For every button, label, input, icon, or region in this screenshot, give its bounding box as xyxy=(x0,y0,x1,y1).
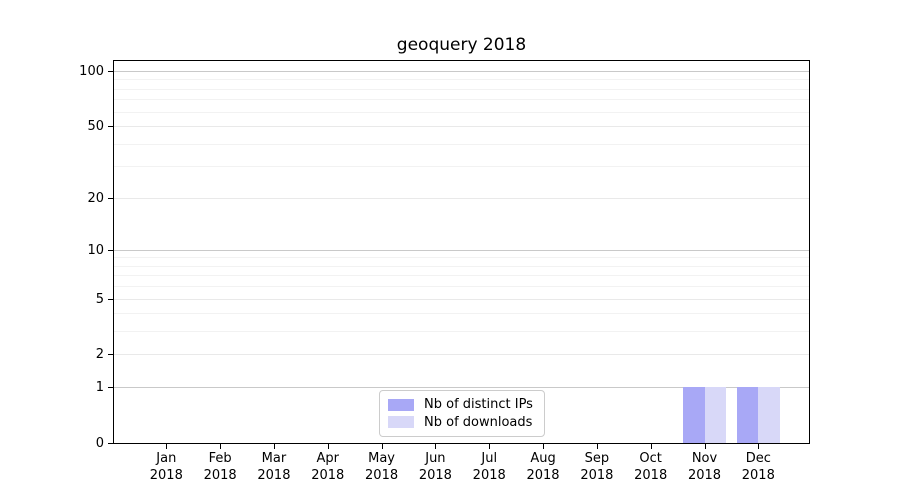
bar-dec-downloads xyxy=(758,387,780,443)
x-tick-label-jul: Jul 2018 xyxy=(472,451,506,483)
legend: Nb of distinct IPs Nb of downloads xyxy=(379,390,545,437)
legend-entry: Nb of distinct IPs xyxy=(388,396,536,413)
x-tick-label-apr: Apr 2018 xyxy=(311,451,345,483)
y-tick-mark xyxy=(108,197,113,199)
gridline-minor xyxy=(114,99,809,101)
x-tick-label-may: May 2018 xyxy=(365,451,399,483)
gridline-minor xyxy=(114,275,809,277)
x-tick-mark xyxy=(435,444,437,449)
x-tick-mark xyxy=(381,444,383,449)
legend-label: Nb of distinct IPs xyxy=(424,397,533,413)
gridline-minor xyxy=(114,257,809,259)
chart-title: geoquery 2018 xyxy=(396,35,527,55)
y-tick-mark xyxy=(108,126,113,128)
gridline-minor xyxy=(114,313,809,315)
gridline-major xyxy=(114,387,809,389)
x-tick-mark xyxy=(704,444,706,449)
y-tick-mark xyxy=(108,70,113,72)
y-tick-mark xyxy=(108,298,113,300)
gridline-minor xyxy=(114,143,809,145)
x-tick-label-oct: Oct 2018 xyxy=(634,451,668,483)
x-tick-label-dec: Dec 2018 xyxy=(741,451,775,483)
x-tick-label-sep: Sep 2018 xyxy=(580,451,614,483)
x-tick-label-aug: Aug 2018 xyxy=(526,451,560,483)
y-tick-label: 100 xyxy=(79,63,104,79)
gridline-minor xyxy=(114,286,809,288)
x-tick-mark xyxy=(543,444,545,449)
gridline-minor xyxy=(114,111,809,113)
legend-entry: Nb of downloads xyxy=(388,414,536,431)
y-tick-label: 2 xyxy=(95,347,104,363)
gridline-minor xyxy=(114,265,809,267)
gridline-major xyxy=(114,249,809,251)
y-tick-mark xyxy=(108,443,113,444)
gridline-mid xyxy=(114,354,809,356)
gridline-mid xyxy=(114,298,809,300)
gridline-major xyxy=(114,70,809,72)
x-tick-label-nov: Nov 2018 xyxy=(687,451,722,483)
x-tick-mark xyxy=(758,444,760,449)
bar-dec-ips xyxy=(736,387,759,443)
x-tick-mark xyxy=(489,444,491,449)
y-tick-mark xyxy=(108,249,113,251)
legend-swatch xyxy=(388,398,414,411)
x-tick-label-jan: Jan 2018 xyxy=(149,451,183,483)
legend-swatch xyxy=(388,416,414,429)
bar-nov-ips xyxy=(683,387,705,443)
x-tick-mark xyxy=(650,444,652,449)
y-tick-mark xyxy=(108,387,113,389)
y-tick-label: 50 xyxy=(87,119,104,135)
gridline-minor xyxy=(114,331,809,333)
gridline-minor xyxy=(114,79,809,81)
y-tick-label: 5 xyxy=(95,291,104,307)
gridline-minor xyxy=(114,88,809,90)
bar-nov-downloads xyxy=(704,387,726,443)
x-tick-mark xyxy=(220,444,222,449)
gridline-minor xyxy=(114,166,809,168)
gridline-mid xyxy=(114,126,809,128)
y-tick-label: 0 xyxy=(95,436,104,451)
y-tick-label: 1 xyxy=(95,380,104,396)
gridline-mid xyxy=(114,197,809,199)
x-tick-label-jun: Jun 2018 xyxy=(418,451,452,483)
x-tick-mark xyxy=(273,444,275,449)
y-tick-mark xyxy=(108,354,113,356)
legend-label: Nb of downloads xyxy=(424,414,533,430)
y-tick-label: 20 xyxy=(87,190,104,206)
plot-area xyxy=(113,60,810,444)
x-tick-mark xyxy=(327,444,329,449)
x-tick-label-mar: Mar 2018 xyxy=(257,451,291,483)
x-tick-mark xyxy=(166,444,168,449)
x-tick-mark xyxy=(596,444,598,449)
y-tick-label: 10 xyxy=(87,242,104,258)
x-tick-label-feb: Feb 2018 xyxy=(203,451,237,483)
